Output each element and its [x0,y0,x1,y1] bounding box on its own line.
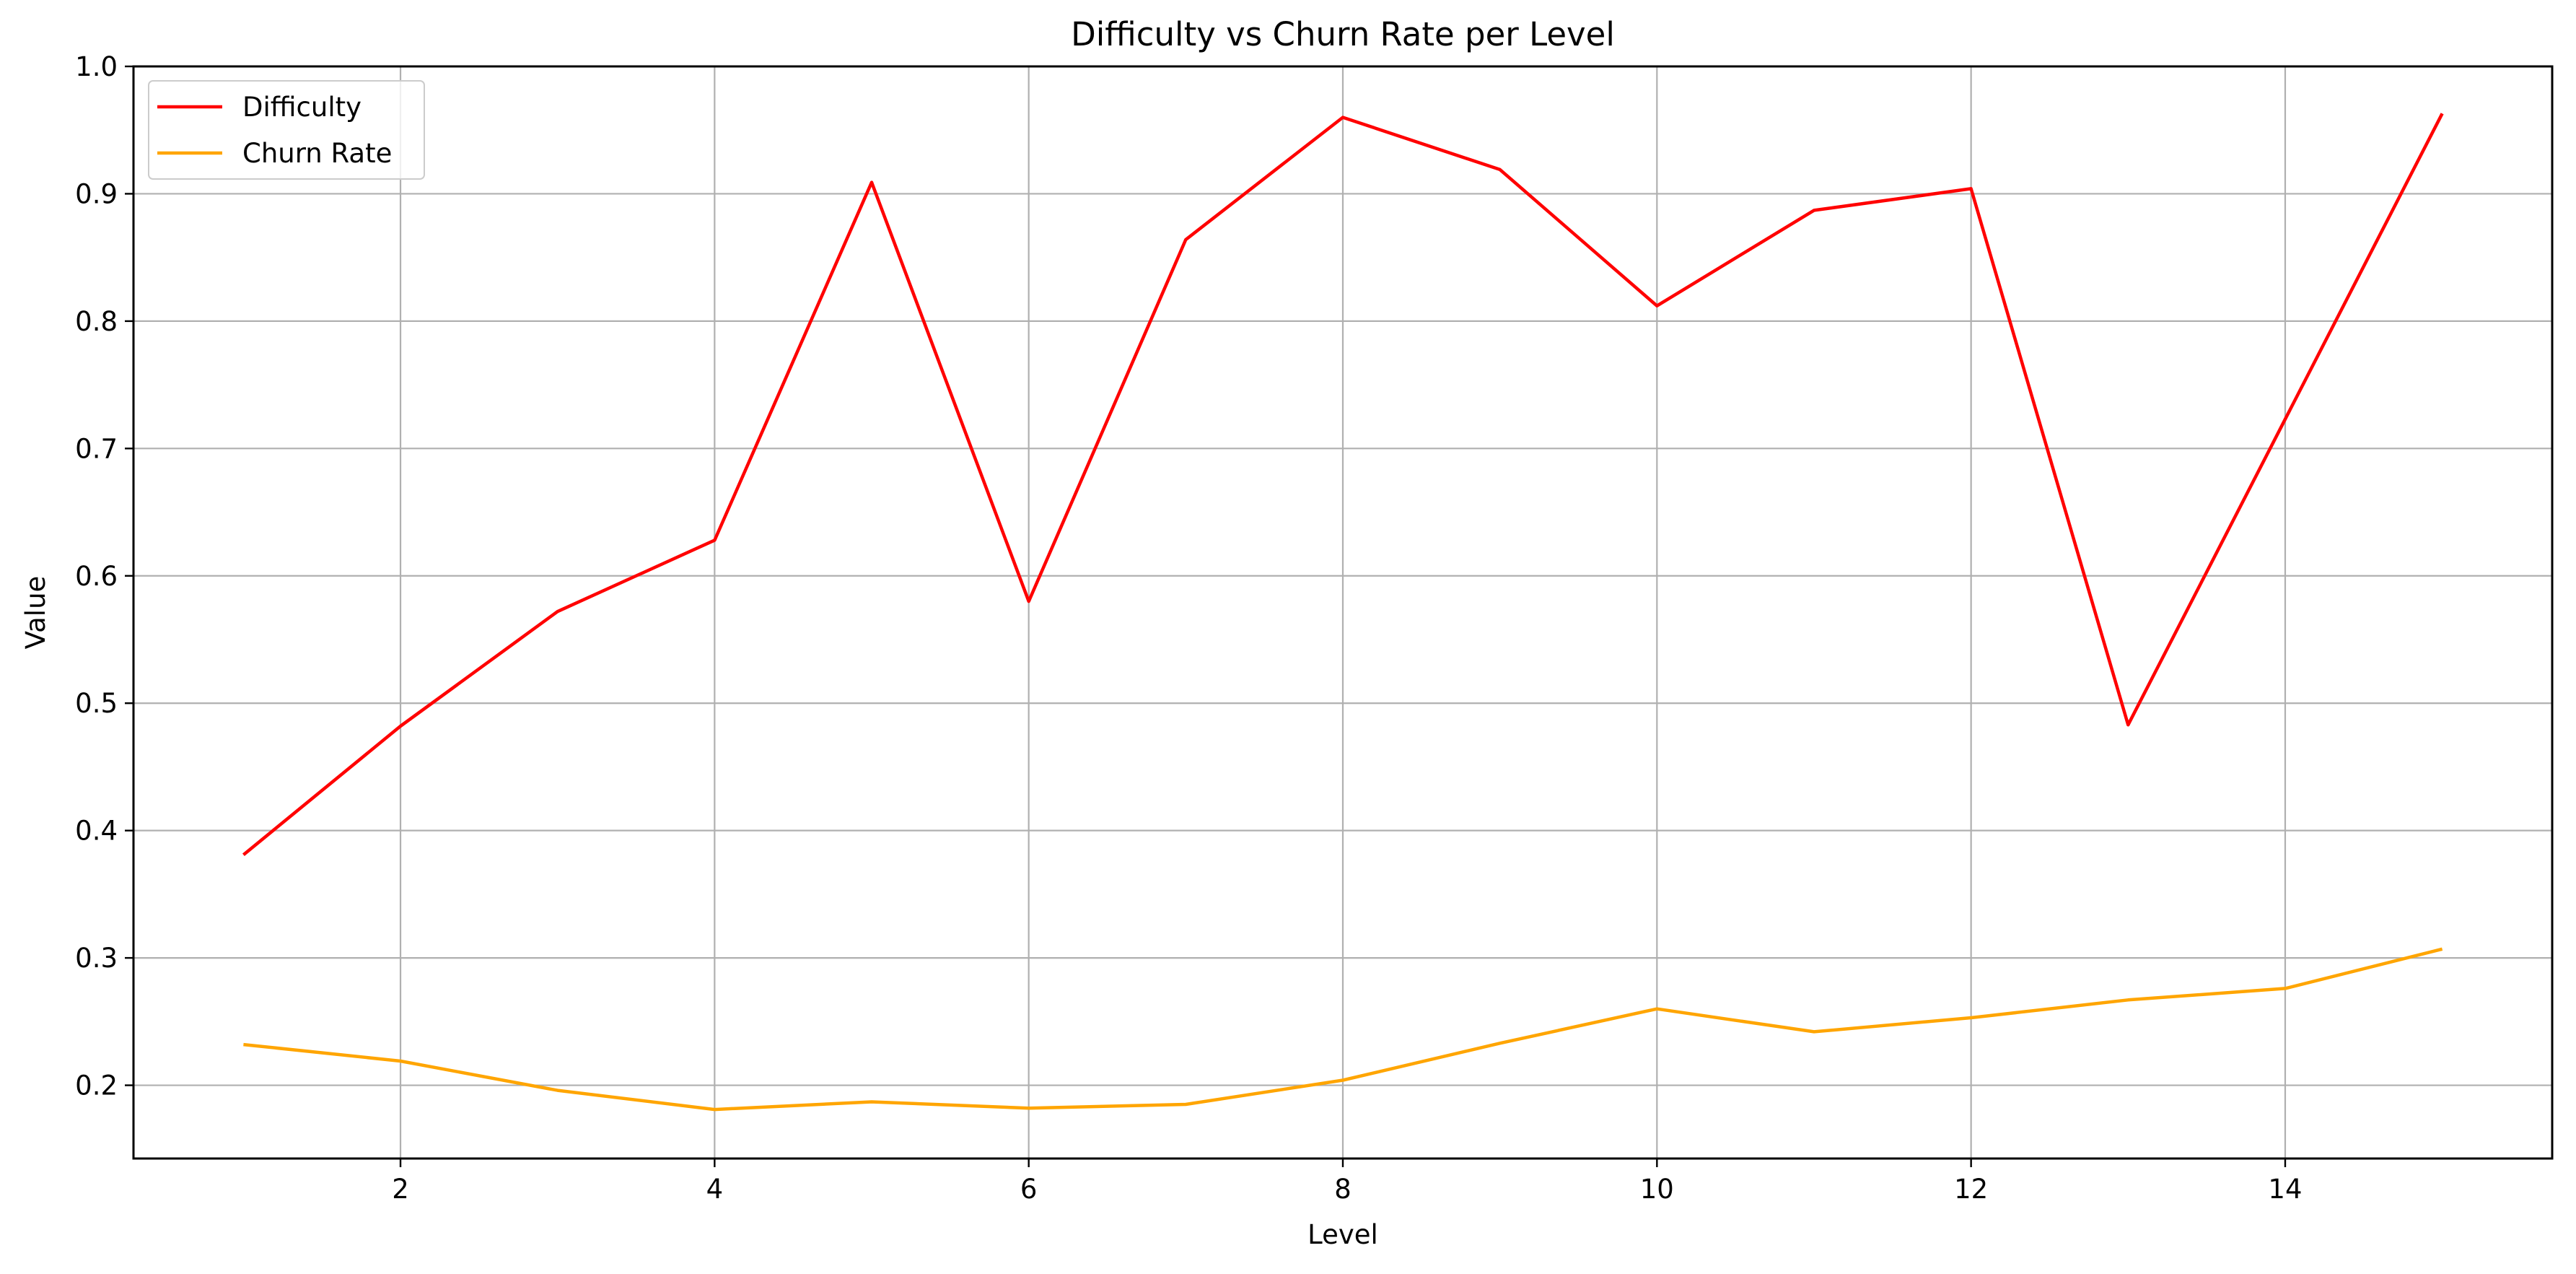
y-axis-label: Value [20,576,51,650]
y-tick-label: 0.4 [75,816,118,847]
x-axis-ticks: 2 4 6 8 10 12 14 [392,1159,2303,1205]
legend-entries: Difficulty Churn Rate [157,92,392,169]
x-tick-label: 14 [2268,1174,2302,1205]
legend-label-churn-rate: Churn Rate [242,138,392,169]
series-lines [242,113,2444,1112]
x-tick-label: 8 [1334,1174,1351,1205]
y-tick-label: 1.0 [75,51,118,82]
x-tick-label: 10 [1640,1174,1674,1205]
x-tick-label: 12 [1954,1174,1988,1205]
legend: Difficulty Churn Rate [148,80,425,180]
y-tick-label: 0.2 [75,1070,118,1101]
series-line-difficulty [242,113,2444,856]
x-tick-label: 2 [392,1174,409,1205]
x-axis-label: Level [1307,1219,1378,1250]
y-tick-label: 0.9 [75,178,118,209]
y-axis-ticks: 0.2 0.3 0.4 0.5 0.6 0.7 0.8 0.9 1.0 [75,51,133,1101]
x-tick-label: 4 [706,1174,724,1205]
x-tick-label: 6 [1020,1174,1038,1205]
y-tick-label: 0.7 [75,433,118,464]
y-tick-label: 0.8 [75,306,118,337]
chart-title: Difficulty vs Churn Rate per Level [1071,15,1615,53]
y-tick-label: 0.6 [75,561,118,592]
grid-lines [133,65,2552,1159]
series-line-churn-rate [243,947,2443,1112]
y-tick-label: 0.5 [75,688,118,719]
legend-label-difficulty: Difficulty [242,92,362,123]
y-tick-label: 0.3 [75,943,118,974]
